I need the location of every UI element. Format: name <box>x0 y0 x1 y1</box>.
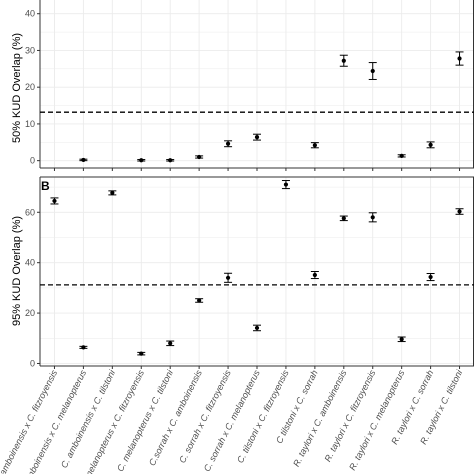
x-category-label: C. tilstoni x C. fitzroyensis <box>235 368 291 465</box>
y-tick-label: 10 <box>25 119 35 129</box>
mean-point <box>457 209 462 214</box>
data-point-6 <box>195 154 204 160</box>
mean-point <box>341 216 346 221</box>
x-category-label: C. sorrah x C. melanopterus <box>202 368 262 473</box>
data-point-2 <box>79 157 88 163</box>
data-point-13 <box>397 336 406 343</box>
data-point-3 <box>108 190 117 196</box>
mean-point <box>225 275 231 280</box>
y-tick-label: 60 <box>25 207 35 217</box>
mean-point <box>139 351 144 356</box>
data-point-15 <box>455 208 464 215</box>
data-point-12 <box>368 62 377 80</box>
mean-point <box>428 274 433 280</box>
x-category-label: R. taylori x C. melanopterus <box>347 368 407 472</box>
data-point-5 <box>166 340 175 347</box>
mean-point <box>81 157 86 163</box>
y-axis-title: 50% KUD Overlap (%) <box>11 33 23 143</box>
data-point-13 <box>397 153 406 158</box>
mean-point <box>52 198 57 204</box>
data-point-5 <box>166 158 175 163</box>
mean-point <box>110 190 115 195</box>
mean-point <box>399 153 404 158</box>
data-point-7 <box>224 140 233 148</box>
mean-point <box>168 341 173 346</box>
mean-point <box>254 135 260 140</box>
data-point-8 <box>253 324 261 332</box>
data-point-1 <box>50 197 59 205</box>
data-point-12 <box>368 212 377 223</box>
mean-point <box>81 345 86 350</box>
mean-point <box>312 143 317 148</box>
y-tick-label: 40 <box>25 9 35 19</box>
mean-point <box>139 158 144 163</box>
data-point-14 <box>426 273 435 282</box>
x-category-label: C. amboinensis x C. tilstoni <box>59 367 118 469</box>
data-point-4 <box>137 158 146 163</box>
x-category-label: C. amboinensis x C. fitzroyensis <box>0 368 59 474</box>
y-tick-label: 40 <box>25 258 35 268</box>
mean-point <box>341 58 346 63</box>
panel-a: 0 10 20 30 40 50% KUD Overlap (%) <box>11 0 474 171</box>
data-point-9 <box>281 180 290 190</box>
x-category-label: C.sorrah x C. amboinensis <box>147 368 204 467</box>
data-point-11 <box>339 215 348 222</box>
data-point-2 <box>79 345 88 350</box>
data-point-11 <box>339 54 348 67</box>
data-point-14 <box>426 141 435 149</box>
data-point-10 <box>310 271 319 280</box>
x-category-label: R. taylori x C. fitzroyensis <box>323 368 378 463</box>
mean-point <box>457 56 462 61</box>
data-point-8 <box>253 133 261 141</box>
data-point-7 <box>224 272 233 283</box>
mean-point <box>197 154 202 160</box>
mean-point <box>370 215 375 220</box>
data-point-15 <box>455 51 464 66</box>
y-tick-label: 0 <box>30 156 35 166</box>
mean-point <box>197 298 202 303</box>
panel-label: B <box>41 179 50 193</box>
data-point-4 <box>137 351 146 356</box>
mean-point <box>399 337 404 342</box>
mean-point <box>168 158 173 163</box>
data-point-10 <box>310 142 319 149</box>
y-tick-label: 20 <box>25 308 35 318</box>
mean-point <box>254 325 260 331</box>
y-tick-label: 0 <box>30 358 35 368</box>
data-point-6 <box>195 298 204 303</box>
y-axis-title: 95% KUD Overlap (%) <box>11 216 23 326</box>
y-tick-label: 20 <box>25 82 35 92</box>
mean-point <box>428 142 433 147</box>
x-category-label: C. melanopterus x C. tilstoni <box>115 367 175 473</box>
y-tick-label: 30 <box>25 45 35 55</box>
x-category-label: C. sorrah x C. fitzroyensis <box>177 368 233 465</box>
mean-point <box>370 68 375 74</box>
mean-point <box>283 182 289 187</box>
x-category-label: R. taylori x C. amboinensis <box>291 368 349 468</box>
mean-point <box>312 272 317 278</box>
mean-point <box>225 141 231 146</box>
